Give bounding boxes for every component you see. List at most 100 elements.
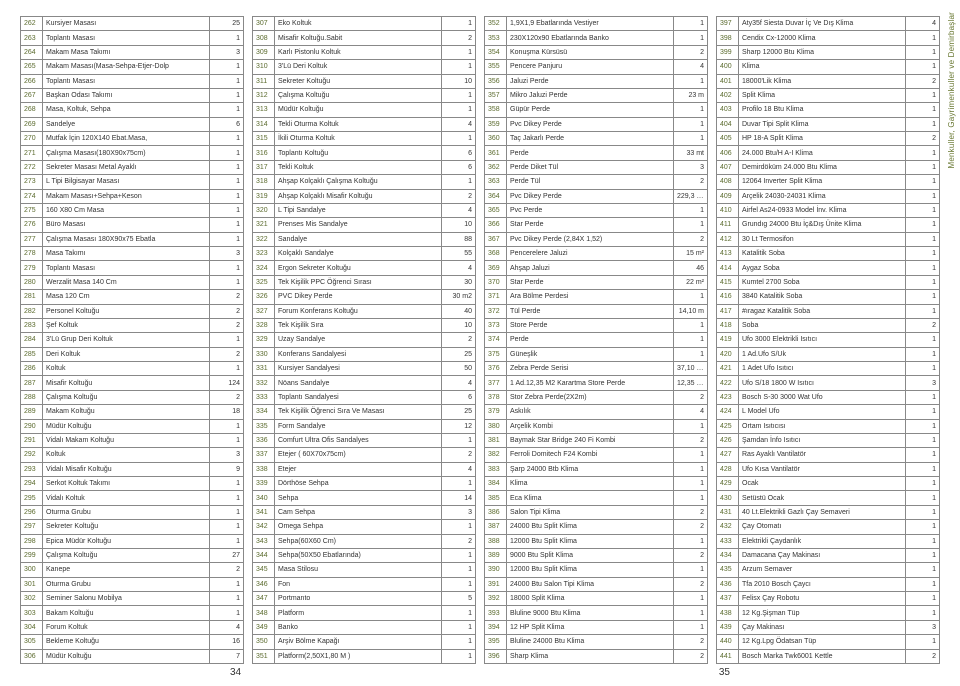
table-row: 357Mikro Jaluzi Perde23 m [485,88,708,102]
row-quantity: 1 [442,45,476,59]
row-quantity: 1 [906,31,940,45]
table-row: 277Çalışma Masası 180X90x75 Ebatla1 [21,232,244,246]
row-quantity: 2 [442,333,476,347]
row-number: 415 [717,275,739,289]
table-row: 269Sandelye6 [21,117,244,131]
row-quantity: 10 [442,318,476,332]
row-quantity: 1 [906,592,940,606]
row-number: 380 [485,419,507,433]
row-number: 315 [253,132,275,146]
row-quantity: 1 [906,577,940,591]
row-number: 278 [21,247,43,261]
row-number: 364 [485,189,507,203]
row-quantity: 46 [674,261,708,275]
table-row: 437Felisx Çay Robotu1 [717,592,940,606]
row-quantity: 2 [210,304,244,318]
row-quantity: 1 [674,31,708,45]
row-description: Sekreter Masası Metal Ayaklı [43,160,210,174]
row-description: Toplantı Masası [43,261,210,275]
row-quantity: 1 [906,261,940,275]
row-description: Bluline 24000 Btu Klima [507,635,674,649]
table-row: 426Şamdan İnfo Isıtıcı1 [717,433,940,447]
row-number: 393 [485,606,507,620]
table-row: 355Pencere Panjuru4 [485,60,708,74]
row-number: 392 [485,592,507,606]
row-number: 330 [253,347,275,361]
row-quantity: 2 [674,175,708,189]
row-number: 267 [21,88,43,102]
row-number: 337 [253,448,275,462]
table-row: 346Fon1 [253,577,476,591]
row-description: Star Perde [507,275,674,289]
row-number: 411 [717,218,739,232]
row-number: 424 [717,405,739,419]
row-description: Perde [507,146,674,160]
row-quantity: 2 [674,433,708,447]
row-number: 349 [253,620,275,634]
table-row: 283Şef Koltuk2 [21,318,244,332]
row-quantity: 1 [442,520,476,534]
row-number: 422 [717,376,739,390]
row-description: Form Sandalye [275,419,442,433]
row-description: 18000 Split Klima [507,592,674,606]
table-row: 361Perde33 mt [485,146,708,160]
row-description: Toplantı Masası [43,74,210,88]
row-quantity: 1 [906,362,940,376]
row-description: 3840 Katalitik Soba [739,290,906,304]
row-number: 312 [253,88,275,102]
row-description: Split Klima [739,88,906,102]
row-description: 24000 Btu Split Klima [507,520,674,534]
table-row: 429Ocak1 [717,477,940,491]
table-row: 415Kumtel 2700 Soba1 [717,275,940,289]
row-quantity: 50 [442,362,476,376]
row-description: Tek Kişilik PPC Öğrenci Sırası [275,275,442,289]
table-row: 407Demirdöküm 24.000 Btu Klima1 [717,160,940,174]
row-number: 288 [21,390,43,404]
row-description: Personel Koltuğu [43,304,210,318]
row-description: Başkan Odası Takımı [43,88,210,102]
row-quantity: 1 [674,103,708,117]
row-description: Demirdöküm 24.000 Btu Klima [739,160,906,174]
row-quantity: 124 [210,376,244,390]
row-number: 328 [253,318,275,332]
table-row: 316Toplantı Koltuğu6 [253,146,476,160]
row-number: 286 [21,362,43,376]
row-number: 419 [717,333,739,347]
row-description: Kursiyer Sandalyesi [275,362,442,376]
row-quantity: 4 [442,117,476,131]
row-quantity: 1 [906,45,940,59]
row-description: 12 Kg.Lpg Ödatsan Tüp [739,635,906,649]
row-description: 12000 Btu Split Klima [507,563,674,577]
row-description: Büro Masası [43,218,210,232]
row-description: Bosch Marka Twk6001 Kettle [739,649,906,663]
row-description: Salon Tipi Klima [507,505,674,519]
row-description: Ferroli Domitech F24 Kombi [507,448,674,462]
row-number: 391 [485,577,507,591]
row-number: 420 [717,347,739,361]
table-row: 345Masa Stilosu1 [253,563,476,577]
row-quantity: 2 [210,563,244,577]
row-description: Platform(2,50X1,80 M ) [275,649,442,663]
row-description: Makam Masası(Masa-Sehpa-Etjer-Dolp [43,60,210,74]
row-quantity: 25 [210,17,244,31]
row-number: 309 [253,45,275,59]
row-number: 335 [253,419,275,433]
table-row: 287Misafir Koltuğu124 [21,376,244,390]
table-row: 441Bosch Marka Twk6001 Kettle2 [717,649,940,663]
row-description: Müdür Koltuğu [43,419,210,433]
row-description: 1 Ad.Ufo S/Uk [739,347,906,361]
row-number: 279 [21,261,43,275]
row-description: #ıragaz Katalitik Soba [739,304,906,318]
table-row: 273L Tipi Bilgisayar Masası1 [21,175,244,189]
row-quantity: 2 [674,635,708,649]
row-description: Çalışma Koltuğu [43,390,210,404]
table-row: 304Forum Koltuk4 [21,620,244,634]
row-description: Çalışma Koltuğu [43,548,210,562]
row-number: 418 [717,318,739,332]
table-row: 341Cam Sehpa3 [253,505,476,519]
row-number: 314 [253,117,275,131]
row-number: 317 [253,160,275,174]
table-row: 270Mutfak İçin 120X140 Ebat.Masa,1 [21,132,244,146]
row-quantity: 1 [674,203,708,217]
row-description: Müdür Koltuğu [43,649,210,663]
